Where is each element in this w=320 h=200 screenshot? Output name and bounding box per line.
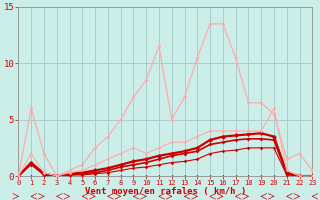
X-axis label: Vent moyen/en rafales ( km/h ): Vent moyen/en rafales ( km/h ) [85,187,246,196]
